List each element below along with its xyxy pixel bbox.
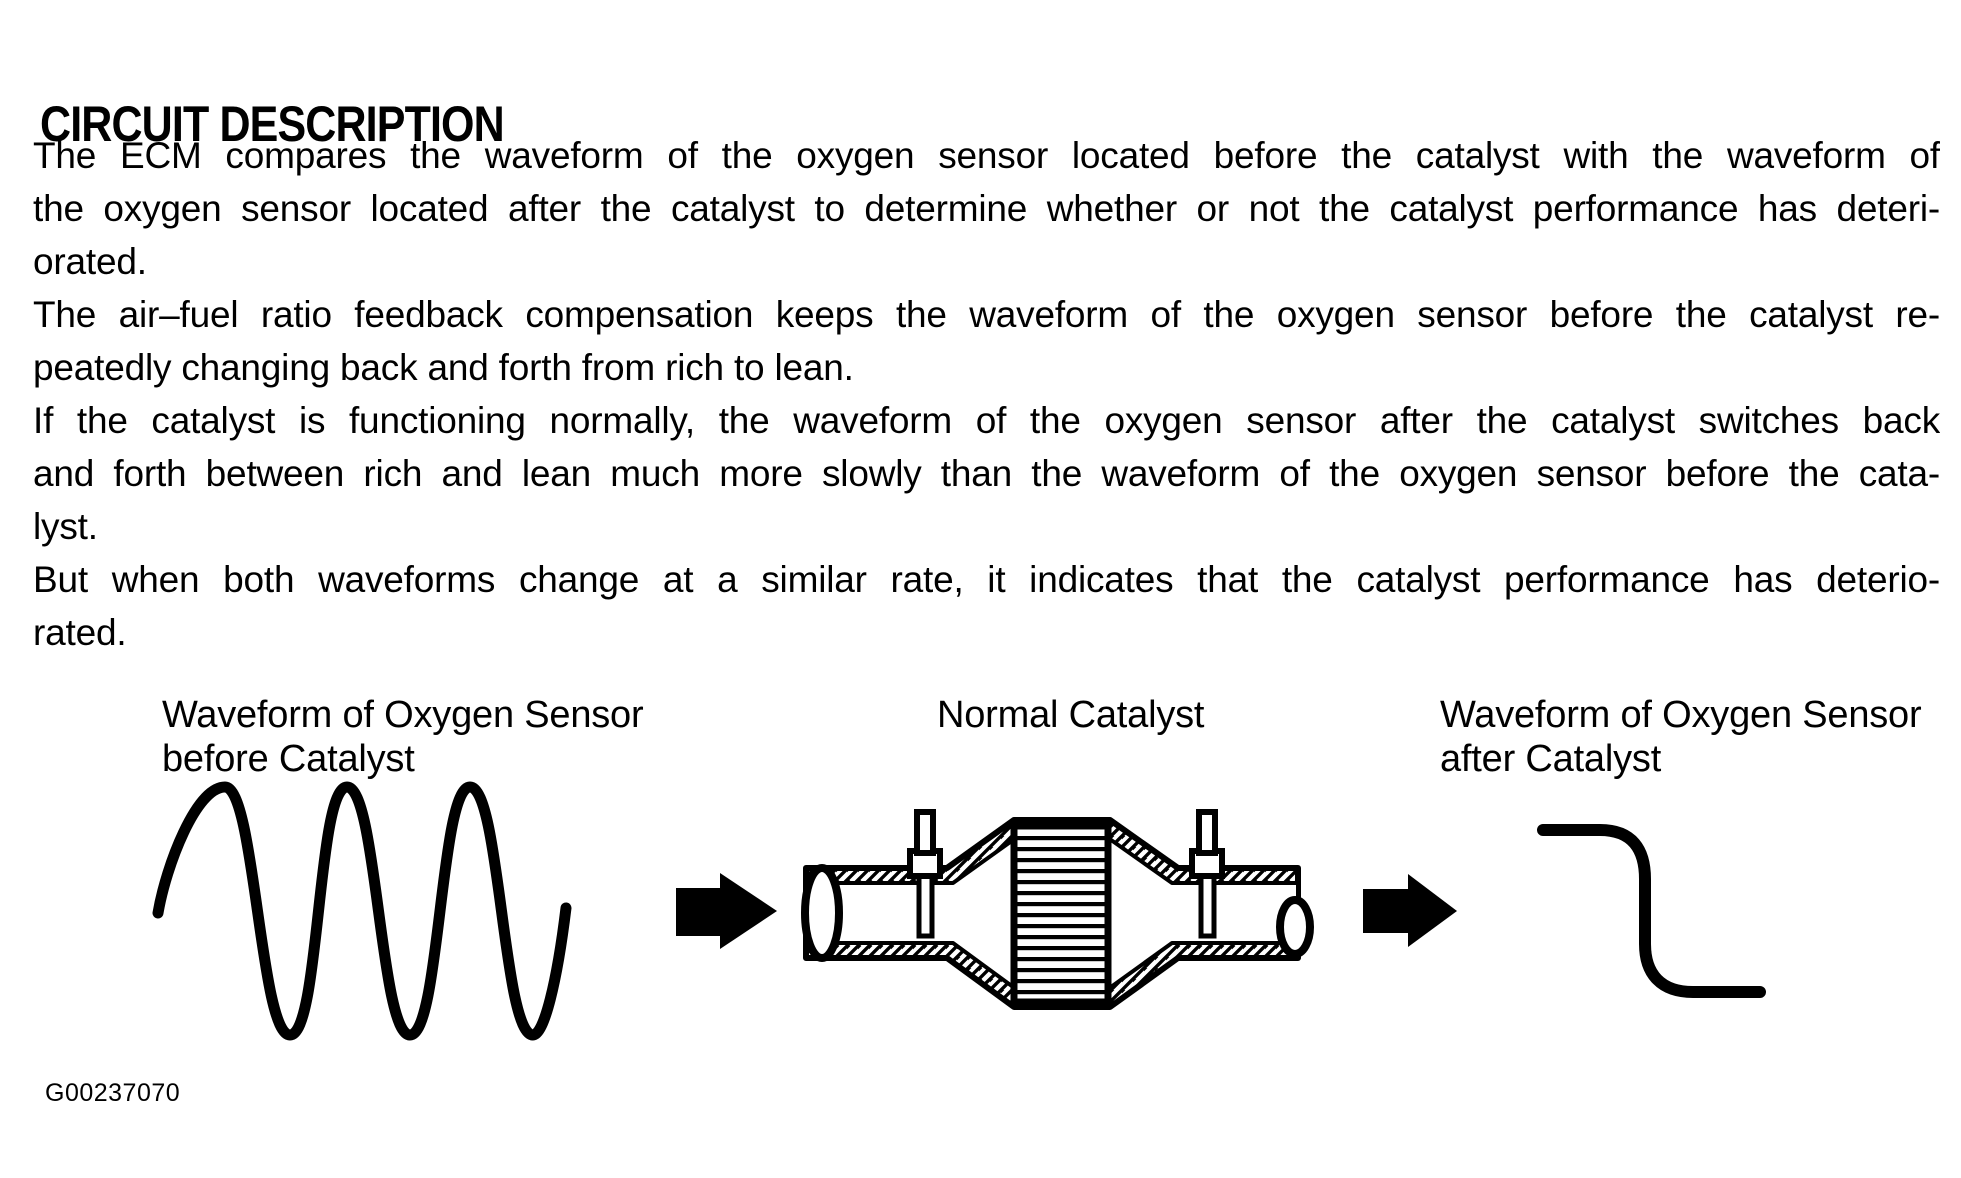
text-line: and forth between rich and lean much mor… (33, 453, 1940, 494)
label-line: Waveform of Oxygen Sensor (162, 694, 644, 736)
page-title: CIRCUIT DESCRIPTION (40, 95, 505, 152)
text-line: the oxygen sensor located after the cata… (33, 188, 1940, 229)
oxygen-sensor-after-icon (1189, 809, 1225, 939)
text-line: But when both waveforms change at a simi… (33, 559, 1940, 600)
flow-arrow-icon (1363, 874, 1457, 947)
text-line: rated. (33, 612, 127, 653)
label-line: after Catalyst (1440, 738, 1662, 780)
text-line: The air–fuel ratio feedback compensation… (33, 294, 1940, 335)
oxygen-sensor-before-icon (907, 809, 943, 939)
figure-id: G00237070 (45, 1079, 181, 1107)
label-waveform-before-catalyst: Waveform of Oxygen Sensor before Catalys… (162, 693, 644, 781)
paragraph: But when both waveforms change at a simi… (33, 553, 1940, 659)
label-normal-catalyst: Normal Catalyst (937, 693, 1204, 737)
pipe-inlet-opening (801, 864, 843, 962)
s-curve-waveform-icon (1537, 824, 1766, 998)
paragraph: The air–fuel ratio feedback compensation… (33, 288, 1940, 394)
label-line: Waveform of Oxygen Sensor (1440, 694, 1922, 736)
catalyst-diagram (152, 781, 1766, 1041)
label-line: Normal Catalyst (937, 694, 1205, 736)
paragraph: If the catalyst is functioning normally,… (33, 394, 1940, 553)
text-line: orated. (33, 241, 147, 282)
pipe-outlet-opening (1276, 896, 1314, 958)
paragraph: The ECM compares the waveform of the oxy… (33, 129, 1940, 288)
label-waveform-after-catalyst: Waveform of Oxygen Sensor after Catalyst (1440, 693, 1922, 781)
circuit-description-text: The ECM compares the waveform of the oxy… (33, 129, 1940, 659)
label-line: before Catalyst (162, 738, 415, 780)
catalytic-converter-icon (801, 809, 1314, 1010)
flow-arrow-icon (676, 873, 777, 949)
text-line: The ECM compares the waveform of the oxy… (33, 135, 1940, 176)
sine-waveform-icon (152, 781, 572, 1041)
catalyst-substrate (1010, 822, 1112, 1006)
text-line: peatedly changing back and forth from ri… (33, 347, 854, 388)
text-line: If the catalyst is functioning normally,… (33, 400, 1940, 441)
text-line: lyst. (33, 506, 98, 547)
